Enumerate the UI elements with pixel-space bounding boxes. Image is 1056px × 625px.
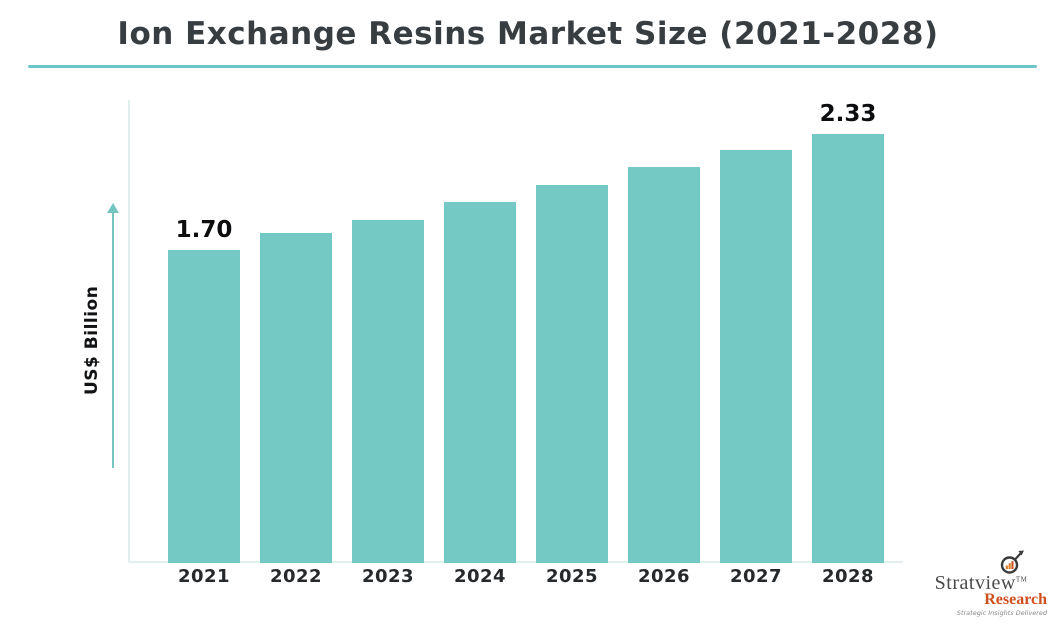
bar-value-label-2028: 2.33 [819, 101, 877, 127]
x-tick-label-2021: 2021 [177, 566, 231, 587]
x-tick-label-2028: 2028 [821, 566, 875, 587]
bar-2024 [444, 202, 516, 563]
logo-brand: Stratview [934, 572, 1016, 594]
y-axis-arrowhead-icon [107, 203, 119, 213]
bar-value-label-2021: 1.70 [175, 217, 233, 243]
bar-2027 [720, 150, 792, 563]
y-axis-line [128, 100, 130, 563]
logo-sub-brand: Research [984, 591, 1047, 608]
x-tick-label-2027: 2027 [729, 566, 783, 587]
magnifier-icon [1000, 550, 1024, 574]
bar-2028 [812, 134, 884, 563]
x-tick-label-2023: 2023 [361, 566, 415, 587]
bar-2026 [628, 167, 700, 563]
bar-2023 [352, 220, 424, 563]
title-underline [28, 65, 1037, 68]
chart-title: Ion Exchange Resins Market Size (2021-20… [117, 16, 939, 52]
stratview-research-logo: StratviewTM Research Strategic Insights … [922, 550, 1050, 620]
logo-tagline: Strategic Insights Delivered [956, 609, 1047, 617]
y-axis-arrow [112, 212, 114, 468]
bar-2025 [536, 185, 608, 563]
x-tick-label-2026: 2026 [637, 566, 691, 587]
y-axis-label: US$ Billion [82, 285, 102, 395]
x-tick-label-2022: 2022 [269, 566, 323, 587]
x-tick-label-2025: 2025 [545, 566, 599, 587]
bar-2021 [168, 250, 240, 563]
bar-2022 [260, 233, 332, 563]
logo-trademark: TM [1015, 575, 1028, 584]
logo-brand-text: StratviewTM [922, 572, 1040, 595]
x-tick-label-2024: 2024 [453, 566, 507, 587]
